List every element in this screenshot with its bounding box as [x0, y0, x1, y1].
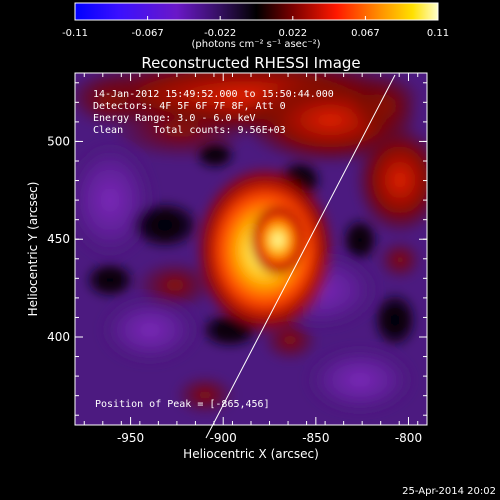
y-axis-ticks: [75, 82, 427, 416]
observation-info: 14-Jan-2012 15:49:52.000 to 15:50:44.000…: [93, 89, 334, 136]
x-axis-label: Heliocentric X (arcsec): [183, 447, 319, 461]
info-line-detectors: Detectors: 4F 5F 6F 7F 8F, Att 0: [93, 101, 286, 112]
x-tick-label: -850: [302, 431, 329, 445]
peak-position-label: Position of Peak = [-865,456]: [95, 399, 270, 410]
x-tick-label: -800: [395, 431, 422, 445]
x-axis-tick-labels: -950 -900 -850 -800: [117, 431, 422, 445]
colorbar-tick-label: 0.11: [427, 28, 449, 39]
colorbar-scale: [74, 2, 439, 21]
x-tick-label: -950: [117, 431, 144, 445]
colorbar-tick-label: 0.067: [351, 28, 380, 39]
y-axis-tick-labels: 400 450 500: [47, 134, 70, 344]
y-axis-label: Heliocentric Y (arcsec): [26, 182, 40, 317]
info-line-time: 14-Jan-2012 15:49:52.000 to 15:50:44.000: [93, 89, 334, 100]
colorbar-tick-labels: -0.11 -0.067 -0.022 0.022 0.067 0.11: [62, 28, 449, 39]
colorbar-tick-label: -0.022: [204, 28, 236, 39]
info-line-energy: Energy Range: 3.0 - 6.0 keV: [93, 113, 256, 124]
y-tick-label: 400: [47, 330, 70, 344]
colorbar-ticks: [74, 16, 439, 20]
x-axis-ticks: [83, 73, 419, 425]
colorbar-tick-label: 0.022: [278, 28, 307, 39]
colorbar-unit-label: (photons cm⁻² s⁻¹ asec⁻²): [191, 39, 320, 50]
x-tick-label: -900: [210, 431, 237, 445]
footer-date: 25-Apr-2014 20:02: [402, 486, 496, 497]
y-tick-label: 450: [47, 232, 70, 246]
info-line-clean: Clean Total counts: 9.56E+03: [93, 125, 286, 136]
colorbar-tick-label: -0.067: [131, 28, 163, 39]
solar-limb-line: [205, 74, 396, 439]
rhessi-image: [75, 73, 427, 425]
colorbar-tick-label: -0.11: [62, 28, 88, 39]
plot-title: Reconstructed RHESSI Image: [141, 54, 360, 72]
y-tick-label: 500: [47, 134, 70, 148]
